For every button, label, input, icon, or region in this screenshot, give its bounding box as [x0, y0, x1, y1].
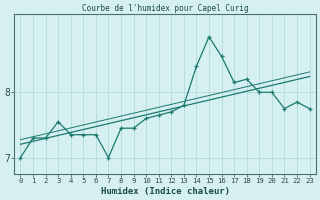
Title: Courbe de l'humidex pour Capel Curig: Courbe de l'humidex pour Capel Curig — [82, 4, 248, 13]
X-axis label: Humidex (Indice chaleur): Humidex (Indice chaleur) — [100, 187, 229, 196]
